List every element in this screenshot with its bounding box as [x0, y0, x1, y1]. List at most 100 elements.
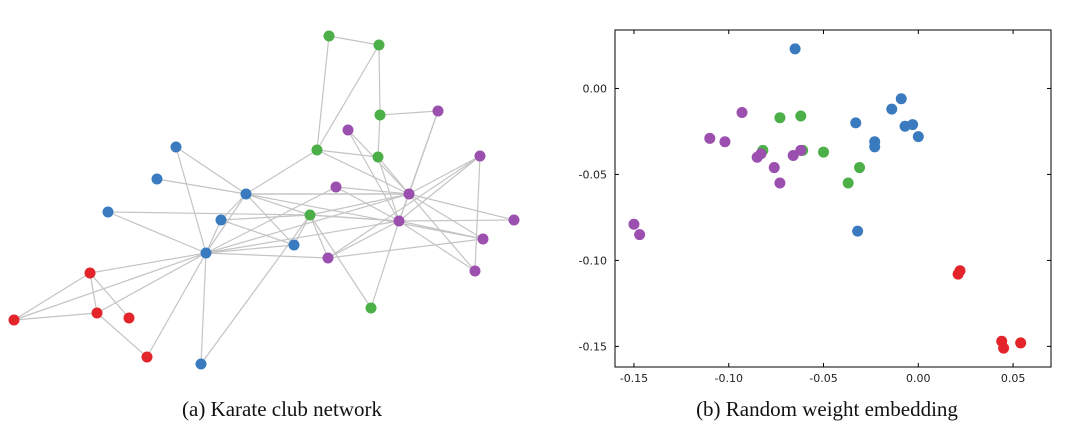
network-edge: [13, 272, 91, 321]
network-node-blue: [200, 247, 212, 259]
y-tick-label: -0.05: [579, 168, 607, 181]
network-edge: [156, 178, 247, 195]
network-node-purple: [393, 215, 405, 227]
scatter-points: [628, 43, 1027, 354]
scatter-point-green: [774, 112, 786, 124]
network-node-green: [365, 302, 377, 314]
network-edge: [316, 149, 379, 158]
network-edge: [398, 220, 484, 240]
network-edge: [398, 219, 515, 222]
network-node-blue: [288, 239, 300, 251]
network-node-red: [8, 314, 20, 326]
network-edge: [293, 214, 311, 246]
network-node-red: [91, 307, 103, 319]
network-edge: [377, 156, 410, 195]
scatter-point-green: [818, 146, 830, 158]
network-edge: [205, 193, 247, 254]
network-edge: [408, 193, 515, 221]
network-node-green: [373, 39, 385, 51]
network-node-green: [374, 109, 386, 121]
network-edge: [175, 146, 207, 254]
scatter-point-red: [954, 265, 966, 277]
network-edge: [205, 219, 222, 254]
network-edge: [328, 35, 380, 46]
network-node-purple: [342, 124, 354, 136]
network-node-blue: [170, 141, 182, 153]
scatter-point-green: [854, 162, 866, 174]
network-edge: [408, 155, 481, 195]
scatter-point-purple: [736, 107, 748, 119]
network-edge: [245, 193, 484, 240]
network-edge: [96, 252, 207, 314]
x-tick-label: 0.05: [1001, 372, 1026, 385]
network-node-blue: [102, 206, 114, 218]
network-node-green: [311, 144, 323, 156]
network-edge: [398, 155, 481, 222]
karate-club-network-panel: [8, 30, 520, 370]
scatter-point-red: [998, 342, 1010, 354]
scatter-point-purple: [795, 144, 807, 156]
network-edge: [89, 272, 130, 319]
scatter-point-purple: [774, 177, 786, 189]
scatter-point-blue: [907, 119, 919, 131]
network-edge: [245, 193, 311, 216]
network-edge: [335, 186, 400, 222]
network-node-blue: [151, 173, 163, 185]
network-edge: [205, 244, 295, 254]
scatter-point-blue: [850, 117, 862, 129]
x-tick-label: -0.15: [620, 372, 648, 385]
network-node-purple: [322, 252, 334, 264]
network-node-red: [123, 312, 135, 324]
y-tick-label: -0.10: [579, 254, 607, 267]
scatter-point-purple: [704, 132, 716, 144]
network-edge: [309, 214, 400, 222]
network-edge: [175, 146, 247, 195]
network-node-green: [372, 151, 384, 163]
network-node-blue: [240, 188, 252, 200]
network-edge: [316, 35, 330, 151]
network-node-purple: [330, 181, 342, 193]
network-edge: [377, 114, 381, 158]
scatter-point-green: [842, 177, 854, 189]
network-edges: [13, 35, 515, 365]
scatter-point-blue: [886, 103, 898, 115]
network-edge: [200, 214, 311, 365]
network-edge: [89, 252, 207, 274]
network-edge: [309, 214, 372, 309]
scatter-point-blue: [912, 131, 924, 143]
scatter-point-purple: [768, 162, 780, 174]
network-node-purple: [508, 214, 520, 226]
network-node-red: [141, 351, 153, 363]
embedding-scatter-panel: -0.15 -0.10 -0.05 0.00 0.05 0.00 -0.05 -0.10 -0.…: [579, 29, 1052, 385]
network-node-purple: [432, 105, 444, 117]
network-node-purple: [403, 188, 415, 200]
y-tick-label: 0.00: [583, 82, 608, 95]
network-node-purple: [477, 233, 489, 245]
network-node-blue: [195, 358, 207, 370]
network-edge: [327, 220, 400, 259]
x-tick-label: 0.00: [906, 372, 931, 385]
network-edge: [474, 155, 481, 272]
network-edge: [205, 220, 400, 254]
network-edge: [309, 214, 329, 259]
network-edge: [316, 149, 410, 195]
network-edge: [245, 193, 295, 246]
scatter-point-blue: [895, 93, 907, 105]
network-node-blue: [215, 214, 227, 226]
network-edge: [327, 155, 481, 259]
network-edge: [107, 211, 207, 254]
network-edge: [347, 129, 400, 222]
plot-frame: [614, 29, 1052, 368]
network-edge: [146, 252, 207, 358]
network-node-green: [304, 209, 316, 221]
network-edge: [377, 156, 400, 222]
network-edge: [309, 193, 410, 216]
network-edge: [335, 186, 410, 195]
network-edge: [370, 220, 400, 309]
caption-a: (a) Karate club network: [182, 397, 382, 421]
scatter-point-purple: [755, 148, 767, 160]
network-edge: [205, 252, 329, 259]
network-edge: [327, 238, 484, 259]
network-node-red: [84, 267, 96, 279]
network-edge: [408, 193, 476, 272]
